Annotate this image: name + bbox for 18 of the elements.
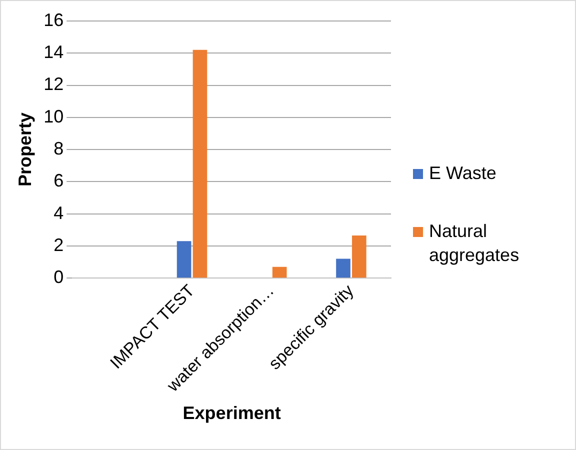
y-tick-label: 12: [44, 74, 64, 94]
y-tick-label: 10: [44, 106, 64, 126]
y-axis-title: Property: [14, 112, 35, 187]
y-tick-label: 6: [54, 170, 64, 191]
y-tick-label: 8: [54, 138, 64, 159]
bar: [352, 236, 366, 278]
y-tick-label: 4: [54, 202, 64, 223]
bar: [176, 241, 192, 278]
y-tick-label: 0: [54, 267, 64, 288]
y-tick-label: 16: [44, 10, 64, 30]
legend-label: E Waste: [429, 162, 496, 185]
y-tick-label: 2: [54, 234, 64, 255]
bar: [336, 258, 350, 278]
x-axis-title: Experiment: [182, 403, 281, 424]
y-tick-label: 14: [44, 42, 64, 62]
bar: [272, 266, 287, 278]
bar: [192, 50, 208, 278]
legend-label: Natural aggregates: [429, 220, 520, 267]
